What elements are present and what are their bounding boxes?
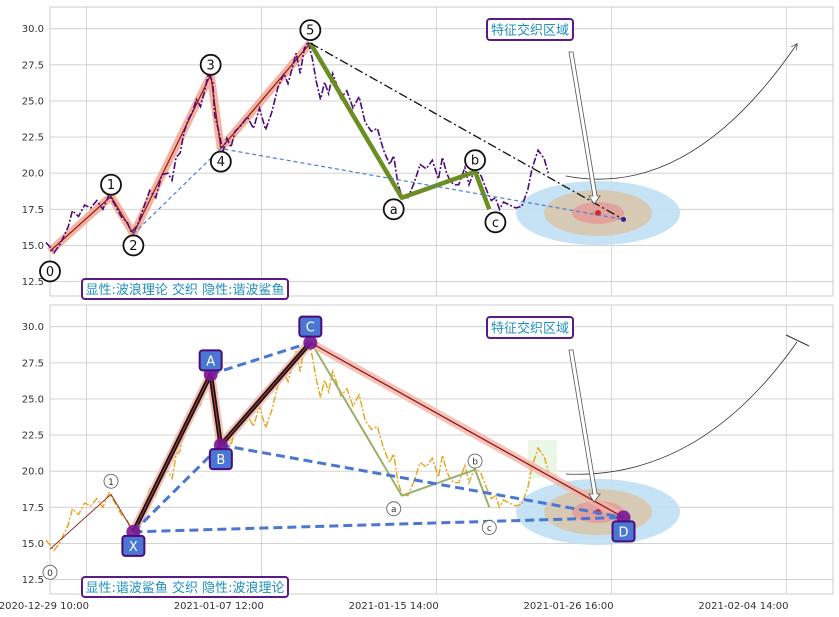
svg-text:c: c — [492, 216, 499, 231]
wave-label-3: 3 — [199, 53, 222, 76]
harmonic-label-B: B — [208, 448, 233, 471]
wave-label-a: a — [382, 198, 405, 221]
svg-text:c: c — [487, 524, 492, 534]
svg-text:2: 2 — [129, 239, 137, 254]
annotation-label-bottom: 特征交织区域 — [491, 321, 569, 337]
y-tick-label: 30.0 — [22, 322, 44, 333]
wave-label-b: b — [464, 149, 486, 172]
y-tick-label: 25.0 — [22, 394, 44, 405]
harmonic-dash-XD — [133, 515, 624, 534]
caption-top: 显性:波浪理论 交织 隐性:谐波鲨鱼 — [85, 282, 284, 298]
y-tick-label: 20.0 — [22, 467, 44, 478]
small-label-1: 1 — [103, 473, 119, 489]
harmonic-label-C: C — [298, 315, 323, 338]
y-tick-label: 15.0 — [22, 539, 44, 550]
annotation-box-bottom: 特征交织区域 — [486, 316, 574, 339]
x-tick-label: 2021-02-04 14:00 — [698, 601, 788, 612]
caption-box-bottom: 显性:谐波鲨鱼 交织 隐性:波浪理论 — [81, 576, 289, 598]
projection-hook — [785, 334, 810, 347]
harmonic-dashed-legs — [132, 341, 624, 534]
svg-text:a: a — [390, 203, 398, 218]
wave-correction-thin — [309, 340, 491, 508]
caption-box-top: 显性:波浪理论 交织 隐性:谐波鲨鱼 — [81, 278, 289, 300]
x-tick-label: 2021-01-07 12:00 — [174, 601, 264, 612]
annotation-label-top: 特征交织区域 — [491, 23, 569, 39]
x-tick-label: 2020-12-29 10:00 — [0, 601, 89, 612]
svg-text:5: 5 — [306, 24, 314, 39]
svg-text:0: 0 — [47, 569, 53, 579]
small-wave-labels: 0 1 a b c — [42, 453, 497, 580]
projection-point — [621, 216, 627, 222]
harmonic-label-A: A — [198, 349, 223, 372]
projection-curve-bottom — [565, 341, 798, 475]
harmonic-cd-line — [310, 342, 624, 518]
bottom-panel-frame — [49, 304, 834, 595]
y-tick-label: 27.5 — [22, 358, 44, 369]
svg-text:C: C — [306, 321, 315, 336]
top-convergence-zone — [516, 181, 680, 245]
y-tick-label: 17.5 — [22, 503, 44, 514]
y-tick-label: 27.5 — [22, 60, 44, 71]
small-label-a: a — [386, 501, 402, 517]
wave-label-4: 4 — [209, 150, 232, 173]
y-tick-label: 12.5 — [22, 277, 44, 288]
svg-text:4: 4 — [217, 155, 225, 170]
small-label-0: 0 — [42, 564, 58, 580]
svg-text:1: 1 — [108, 478, 114, 488]
y-tick-label: 17.5 — [22, 205, 44, 216]
projection-curve-top — [565, 44, 797, 180]
svg-text:a: a — [391, 505, 397, 515]
svg-text:1: 1 — [107, 178, 115, 193]
caption-bottom: 显性:谐波鲨鱼 交织 隐性:波浪理论 — [85, 580, 284, 596]
y-tick-label: 30.0 — [22, 24, 44, 35]
y-tick-label: 12.5 — [22, 575, 44, 586]
harmonic-dash-XB — [132, 444, 222, 533]
small-label-b: b — [467, 453, 483, 469]
svg-text:D: D — [619, 525, 629, 540]
svg-text:b: b — [471, 154, 479, 169]
harmonic-dash-BD — [220, 443, 624, 519]
annotation-arrow-bottom — [568, 349, 601, 503]
wave-labels: 0 1 2 3 4 5 a b c — [39, 19, 507, 283]
harmonic-label-X: X — [121, 534, 146, 557]
bottom-grid — [50, 305, 833, 594]
harmonic-labels: X A B C D — [121, 315, 636, 557]
y-tick-label: 22.5 — [22, 133, 44, 144]
annotation-box-top: 特征交织区域 — [486, 18, 574, 41]
svg-text:A: A — [206, 354, 215, 369]
x-tick-label: 2021-01-15 14:00 — [349, 601, 439, 612]
wave-label-2: 2 — [122, 234, 145, 257]
svg-text:3: 3 — [207, 58, 215, 73]
harmonic-marker-C — [303, 335, 318, 350]
x-axis: 2020-12-29 10:00 2021-01-07 12:00 2021-01-… — [0, 601, 789, 612]
x-tick-label: 2021-01-26 16:00 — [524, 601, 614, 612]
harmonic-hint-dashed — [132, 147, 624, 235]
harmonic-dash-AC — [210, 341, 311, 376]
svg-text:0: 0 — [46, 265, 54, 280]
y-tick-label: 25.0 — [22, 96, 44, 107]
wave-label-1: 1 — [100, 173, 122, 196]
harmonic-leg-core — [132, 342, 311, 533]
zone-center — [595, 210, 601, 216]
harmonic-label-D: D — [611, 520, 636, 543]
small-label-c: c — [481, 520, 497, 535]
svg-text:X: X — [129, 540, 138, 555]
annotation-arrow-top — [568, 51, 601, 205]
y-tick-label: 20.0 — [22, 169, 44, 180]
svg-text:b: b — [472, 458, 478, 468]
y-tick-label: 15.0 — [22, 241, 44, 252]
svg-text:B: B — [216, 453, 225, 468]
top-grid — [50, 7, 833, 296]
top-panel-frame — [49, 6, 834, 297]
wave-label-0: 0 — [39, 260, 61, 283]
y-axis-top: 12.5 15.0 17.5 20.0 22.5 25.0 27.5 30.0 — [22, 24, 44, 288]
y-tick-label: 22.5 — [22, 431, 44, 442]
y-axis-bottom: 12.5 15.0 17.5 20.0 22.5 25.0 27.5 30.0 — [22, 322, 44, 586]
trend-dashdot-line — [310, 42, 624, 220]
wave-label-5: 5 — [299, 19, 322, 42]
wave-correction-line — [308, 41, 492, 211]
wave-label-c: c — [484, 211, 507, 234]
